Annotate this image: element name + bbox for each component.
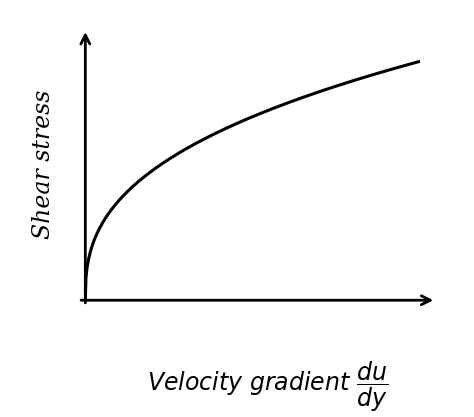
Text: $\mathit{Velocity\ gradient}\ \dfrac{du}{dy}$: $\mathit{Velocity\ gradient}\ \dfrac{du}… (147, 360, 388, 414)
Text: Shear stress: Shear stress (32, 90, 55, 239)
